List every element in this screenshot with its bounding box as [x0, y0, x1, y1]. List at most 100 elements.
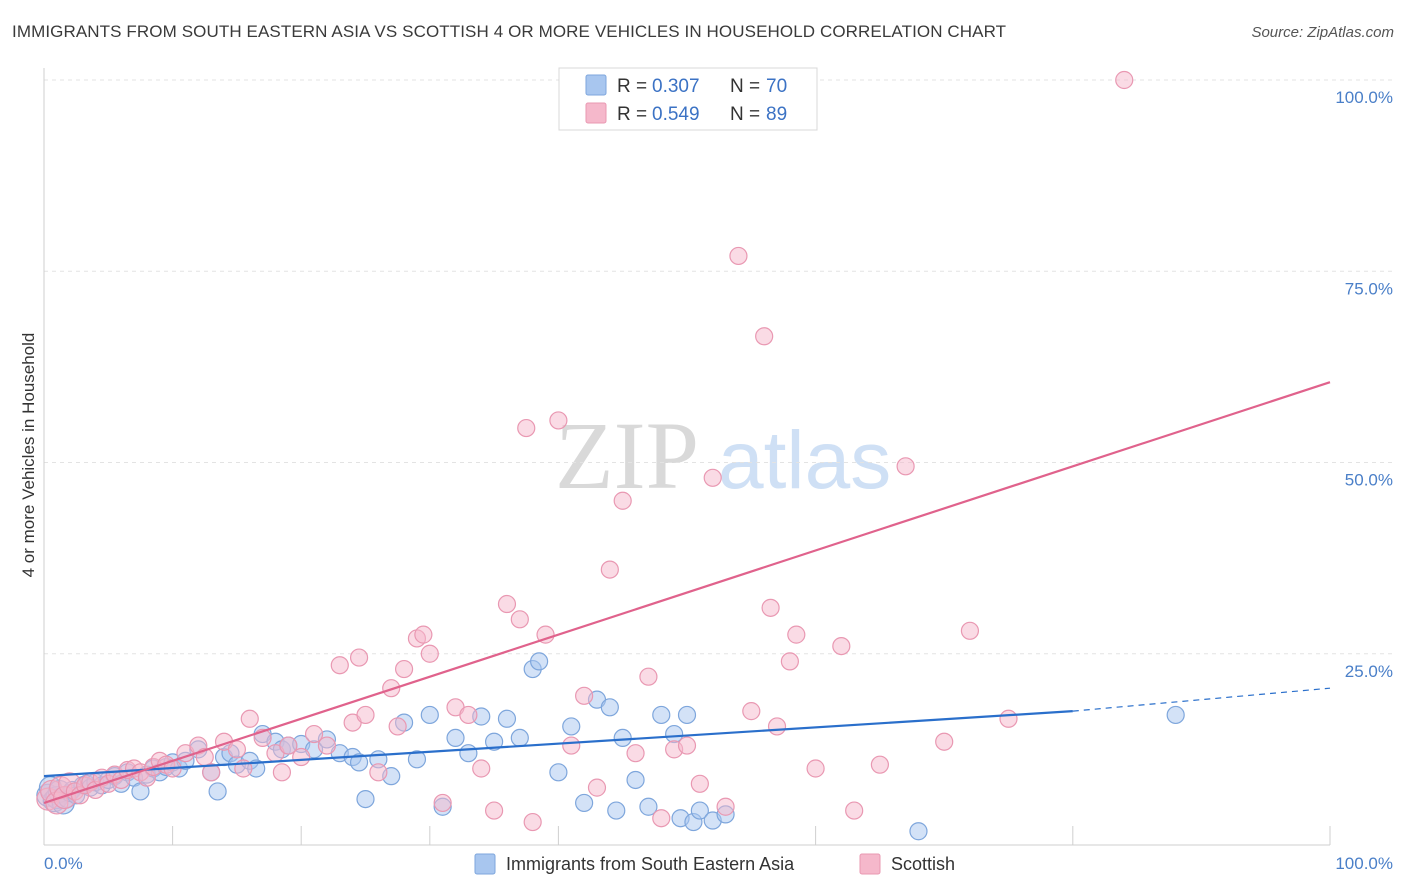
point-scottish	[716, 797, 735, 816]
point-immigrants	[652, 705, 671, 725]
legend-r-value-immigrants: 0.307	[652, 76, 700, 97]
point-scottish	[279, 736, 298, 755]
point-scottish	[806, 759, 825, 778]
point-immigrants	[510, 728, 529, 748]
point-immigrants	[497, 709, 517, 728]
legend-n-value-immigrants: 70	[766, 76, 787, 97]
point-scottish	[240, 709, 259, 728]
watermark: ZIP atlas	[555, 402, 891, 509]
legend-r-label-immigrants: R =	[617, 76, 647, 97]
point-immigrants	[459, 744, 478, 763]
point-scottish	[767, 717, 787, 736]
point-scottish	[349, 648, 369, 667]
point-scottish	[414, 625, 433, 644]
chart-title: IMMIGRANTS FROM SOUTH EASTERN ASIA VS SC…	[12, 22, 1007, 41]
point-immigrants	[549, 763, 568, 782]
legend-swatch-immigrants	[585, 74, 607, 96]
point-scottish	[394, 659, 414, 679]
point-scottish	[388, 717, 407, 736]
point-scottish	[935, 732, 954, 751]
point-scottish	[549, 411, 568, 430]
point-scottish	[227, 740, 246, 759]
point-immigrants	[446, 728, 465, 748]
point-immigrants	[349, 753, 369, 772]
point-scottish	[356, 705, 375, 725]
point-scottish	[523, 812, 542, 832]
point-scottish	[536, 625, 555, 644]
point-immigrants	[1166, 705, 1185, 725]
trend-line-immigrants-extension	[1072, 687, 1331, 712]
x-tick-label: 100.0%	[1335, 854, 1393, 873]
y-tick-label: 25.0%	[1345, 662, 1393, 681]
point-scottish	[761, 598, 780, 617]
trend-lines	[43, 381, 1331, 804]
point-scottish	[626, 744, 645, 763]
point-scottish	[433, 793, 452, 813]
point-scottish	[677, 736, 697, 755]
point-immigrants	[420, 705, 439, 725]
point-immigrants	[626, 770, 645, 790]
point-scottish	[485, 801, 504, 820]
point-scottish	[613, 491, 632, 510]
point-scottish	[960, 621, 980, 640]
point-scottish	[562, 736, 581, 755]
point-scottish	[1115, 70, 1134, 90]
source-label: Source: ZipAtlas.com	[1251, 24, 1394, 41]
legend-r-value-scottish: 0.549	[652, 104, 700, 125]
y-tick-label: 50.0%	[1345, 471, 1393, 490]
point-scottish	[510, 610, 529, 629]
y-tick-label: 75.0%	[1345, 279, 1393, 298]
point-scottish	[369, 763, 388, 782]
point-scottish	[202, 763, 221, 782]
point-scottish	[729, 246, 748, 266]
bottom-legend-swatch-immigrants	[474, 853, 496, 875]
point-scottish	[575, 686, 594, 705]
series-immigrants-points	[36, 652, 1185, 841]
point-immigrants	[639, 797, 658, 816]
point-scottish	[317, 736, 337, 755]
point-immigrants	[677, 705, 697, 725]
point-scottish	[703, 468, 722, 487]
tick-labels: 100.0% 75.0% 50.0% 25.0% 0.0% 100.0%	[44, 88, 1393, 873]
point-scottish	[292, 747, 311, 767]
point-scottish	[330, 656, 349, 675]
y-axis-label: 4 or more Vehicles in Household	[19, 333, 38, 578]
point-scottish	[832, 636, 851, 656]
point-scottish	[639, 667, 658, 686]
bottom-legend-swatch-scottish	[859, 853, 881, 875]
point-scottish	[845, 801, 864, 820]
point-scottish	[780, 652, 799, 671]
bottom-legend-label-immigrants: Immigrants from South Eastern Asia	[506, 854, 795, 874]
legend-n-value-scottish: 89	[766, 104, 787, 125]
x-tick-label: 0.0%	[44, 854, 83, 873]
point-scottish	[690, 774, 709, 793]
point-immigrants	[562, 717, 581, 736]
point-scottish	[999, 709, 1018, 728]
watermark-atlas: atlas	[718, 415, 891, 506]
point-scottish	[870, 755, 890, 774]
point-immigrants	[575, 793, 594, 813]
point-scottish	[742, 702, 761, 721]
bottom-legend-label-scottish: Scottish	[891, 854, 955, 874]
y-tick-label: 100.0%	[1335, 88, 1393, 107]
point-immigrants	[407, 750, 427, 769]
point-scottish	[459, 705, 478, 725]
correlation-legend: R = 0.307 N = 70 R = 0.549 N = 89	[558, 67, 818, 131]
watermark-zip: ZIP	[555, 402, 699, 509]
point-immigrants	[607, 801, 626, 820]
point-immigrants	[909, 822, 928, 841]
axes	[43, 68, 1331, 846]
point-immigrants	[356, 789, 375, 809]
point-scottish	[472, 759, 491, 778]
point-scottish	[517, 418, 536, 438]
point-scottish	[600, 560, 619, 579]
series-legend: Immigrants from South Eastern Asia Scott…	[474, 853, 955, 875]
legend-n-label-scottish: N =	[730, 104, 760, 125]
point-immigrants	[600, 698, 619, 717]
point-scottish	[755, 327, 774, 346]
point-scottish	[652, 809, 671, 828]
point-scottish	[497, 594, 517, 614]
point-scottish	[787, 625, 806, 644]
point-scottish	[587, 778, 607, 797]
